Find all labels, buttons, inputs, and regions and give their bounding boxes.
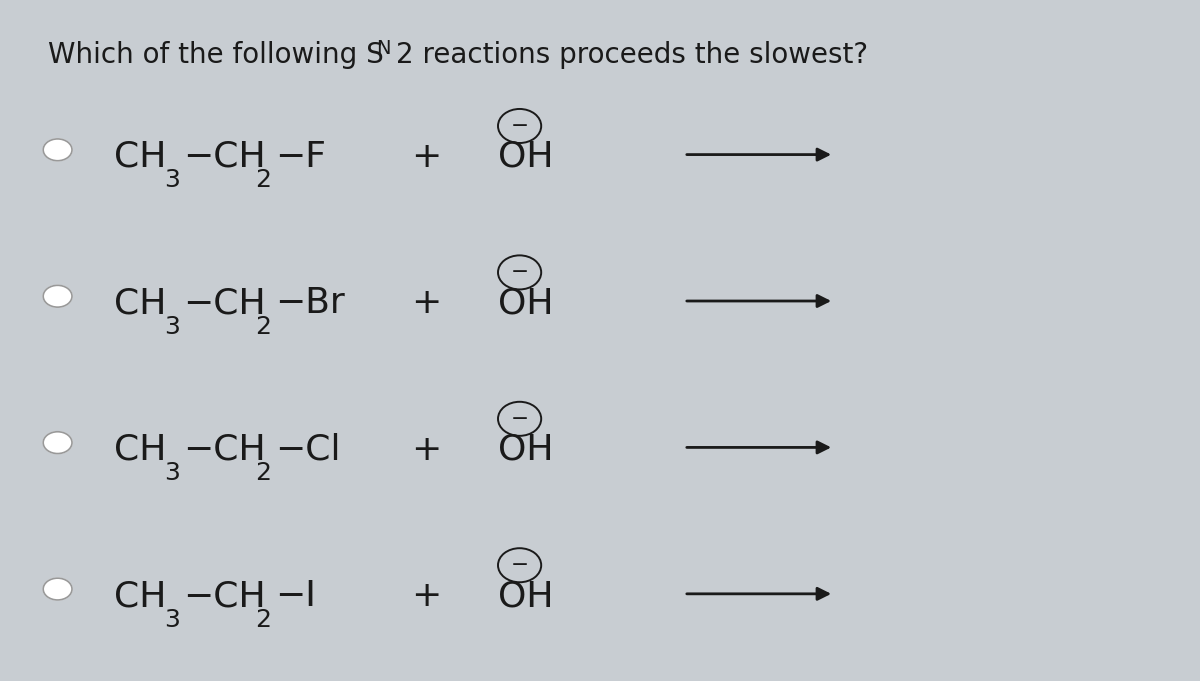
Text: CH: CH [114, 286, 167, 320]
Text: 3: 3 [164, 315, 180, 338]
Text: CH: CH [114, 140, 167, 174]
Text: −Cl: −Cl [275, 432, 341, 466]
Text: OH: OH [498, 140, 553, 174]
Text: OH: OH [498, 432, 553, 466]
Text: −CH: −CH [184, 579, 266, 613]
Text: 2: 2 [256, 461, 271, 485]
Text: −: − [510, 555, 529, 575]
Ellipse shape [43, 432, 72, 454]
Text: OH: OH [498, 286, 553, 320]
Text: −: − [510, 409, 529, 429]
Text: −CH: −CH [184, 432, 266, 466]
Text: −CH: −CH [184, 286, 266, 320]
Text: 3: 3 [164, 607, 180, 631]
Text: −: − [510, 262, 529, 283]
Ellipse shape [43, 578, 72, 600]
Text: +: + [410, 432, 442, 466]
Text: 2: 2 [256, 315, 271, 338]
Text: Which of the following S: Which of the following S [48, 41, 384, 69]
Text: −I: −I [275, 579, 316, 613]
Text: 3: 3 [164, 168, 180, 192]
Text: CH: CH [114, 432, 167, 466]
Text: +: + [410, 140, 442, 174]
Text: +: + [410, 579, 442, 613]
Ellipse shape [43, 285, 72, 307]
Text: −Br: −Br [275, 286, 344, 320]
Text: 2 reactions proceeds the slowest?: 2 reactions proceeds the slowest? [396, 41, 868, 69]
Text: −CH: −CH [184, 140, 266, 174]
Text: +: + [410, 286, 442, 320]
Text: 3: 3 [164, 461, 180, 485]
Ellipse shape [43, 139, 72, 161]
Text: 2: 2 [256, 168, 271, 192]
Text: −F: −F [275, 140, 326, 174]
Text: OH: OH [498, 579, 553, 613]
Text: N: N [377, 39, 391, 58]
Text: CH: CH [114, 579, 167, 613]
Text: −: − [510, 116, 529, 136]
Text: 2: 2 [256, 607, 271, 631]
